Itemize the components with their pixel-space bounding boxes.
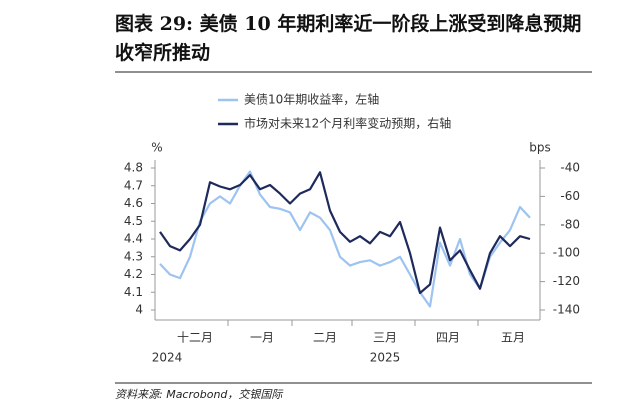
y-tick-label: 4.5: [124, 214, 143, 228]
y2-tick-label: -120: [553, 274, 580, 288]
x-tick-label: 一月: [250, 331, 274, 345]
y2-tick-label: -140: [553, 303, 580, 317]
legend-label: 市场对未来12个月利率变动预期，右轴: [244, 116, 451, 131]
y-tick-label: 4.2: [124, 267, 143, 281]
year-label: 2024: [152, 351, 183, 365]
y-tick-label: 4.7: [124, 178, 143, 192]
x-tick-label: 四月: [436, 331, 460, 345]
y2-tick-label: -40: [560, 161, 580, 175]
series-line: [159, 170, 531, 308]
y-tick-label: 4.8: [124, 161, 143, 175]
y2-tick-label: -100: [553, 246, 580, 260]
x-tick-label: 三月: [373, 331, 397, 345]
y2-label: bps: [529, 141, 551, 155]
series-line: [159, 171, 531, 295]
x-tick-label: 五月: [501, 331, 525, 345]
title: 图表 29: 美债 10 年期利率近一阶段上涨受到降息预期收窄所推动: [115, 13, 582, 64]
y-tick-label: 4.6: [124, 196, 143, 210]
x-tick-label: 二月: [313, 331, 337, 345]
y-tick-label: 4.3: [124, 249, 143, 263]
y2-tick-label: -80: [560, 217, 580, 231]
source: 资料来源: Macrobond，交银国际: [115, 388, 283, 401]
x-tick-label: 十二月: [177, 331, 213, 345]
y2-tick-label: -60: [560, 189, 580, 203]
y-tick-label: 4.1: [124, 285, 143, 299]
y-tick-label: 4: [135, 303, 143, 317]
y-label: %: [151, 141, 162, 155]
y-tick-label: 4.4: [124, 232, 143, 246]
year-label: 2025: [370, 351, 401, 365]
legend-label: 美债10年期收益率，左轴: [244, 92, 379, 107]
